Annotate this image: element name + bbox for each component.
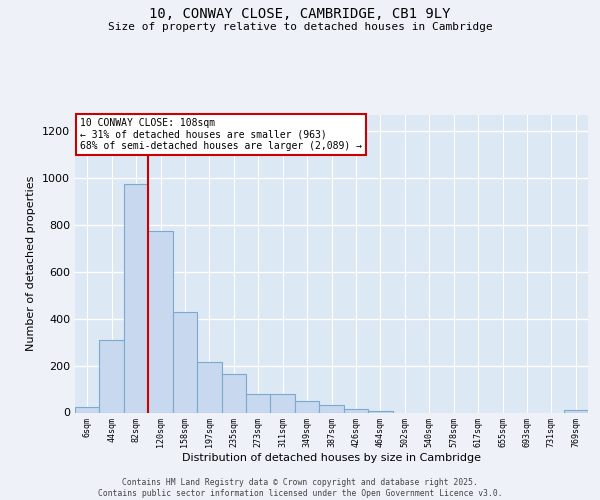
Text: 10 CONWAY CLOSE: 108sqm
← 31% of detached houses are smaller (963)
68% of semi-d: 10 CONWAY CLOSE: 108sqm ← 31% of detache…	[80, 118, 362, 151]
Bar	[221, 374, 246, 412]
Bar	[75, 408, 100, 412]
Bar	[173, 312, 197, 412]
Text: Contains HM Land Registry data © Crown copyright and database right 2025.
Contai: Contains HM Land Registry data © Crown c…	[98, 478, 502, 498]
Bar	[295, 402, 319, 412]
Y-axis label: Number of detached properties: Number of detached properties	[26, 176, 37, 352]
Bar	[197, 362, 221, 412]
Bar	[563, 410, 588, 412]
Bar	[344, 409, 368, 412]
Text: Size of property relative to detached houses in Cambridge: Size of property relative to detached ho…	[107, 22, 493, 32]
Bar	[148, 231, 173, 412]
Bar	[124, 184, 148, 412]
Bar	[100, 340, 124, 412]
Bar	[246, 394, 271, 412]
Text: 10, CONWAY CLOSE, CAMBRIDGE, CB1 9LY: 10, CONWAY CLOSE, CAMBRIDGE, CB1 9LY	[149, 8, 451, 22]
Bar	[271, 394, 295, 412]
X-axis label: Distribution of detached houses by size in Cambridge: Distribution of detached houses by size …	[182, 453, 481, 463]
Bar	[319, 406, 344, 412]
